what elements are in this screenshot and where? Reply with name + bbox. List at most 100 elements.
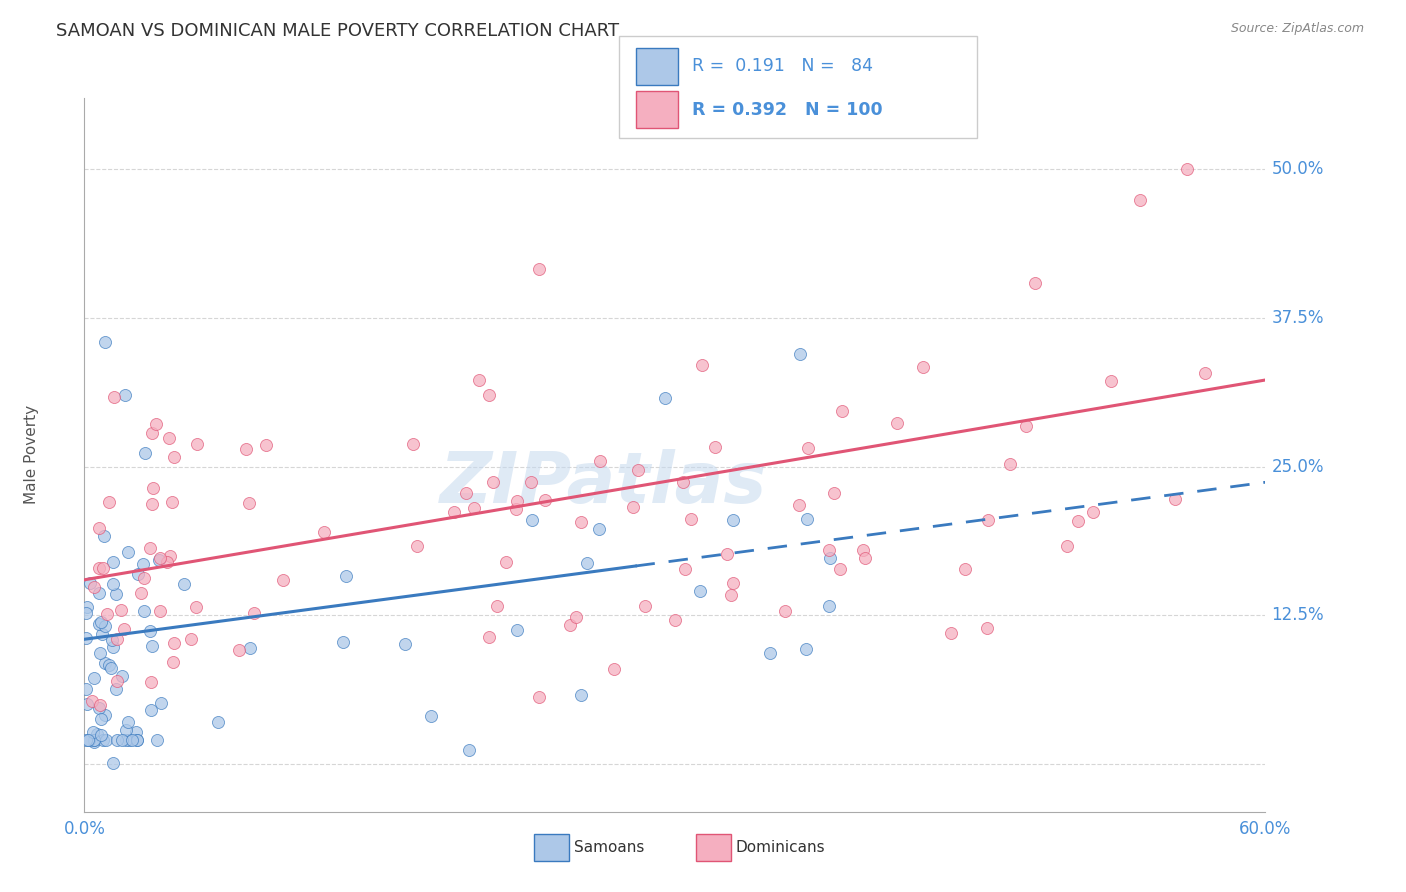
Point [495,556,517,570]
Point [90,729,112,743]
Point [723,513,745,527]
Point [141,639,163,653]
Text: 25.0%: 25.0% [1271,458,1324,475]
Point [186,436,208,450]
Point [110,603,132,617]
Point [96,607,118,621]
Text: R = 0.392   N = 100: R = 0.392 N = 100 [692,101,883,119]
Point [89,646,111,660]
Point [238,496,260,510]
Point [94,334,117,349]
Text: 37.5%: 37.5% [1271,310,1324,327]
Point [141,497,163,511]
Point [114,388,136,402]
Point [101,756,124,770]
Point [90,712,112,726]
Point [125,733,148,747]
Point [105,674,128,689]
Text: R =  0.191   N =   84: R = 0.191 N = 84 [692,57,873,76]
Point [254,437,277,451]
Point [132,571,155,585]
Point [75,733,97,747]
Point [94,656,117,670]
Point [976,513,998,527]
Point [94,618,117,632]
Point [103,555,125,569]
Point [477,388,499,402]
Point [184,599,207,614]
Point [1015,418,1038,433]
Point [243,606,266,620]
Point [402,437,425,451]
Point [76,599,98,614]
Point [139,541,162,556]
Point [77,733,100,747]
Point [156,556,179,570]
Text: Samoans: Samoans [574,840,644,855]
Point [463,500,485,515]
Point [588,522,610,536]
Point [129,585,152,599]
Text: Male Poverty: Male Poverty [24,405,39,505]
Point [420,709,443,723]
Point [83,671,105,685]
Point [1081,505,1104,519]
Text: 50.0%: 50.0% [1271,161,1323,178]
Point [332,635,354,649]
Point [560,618,582,632]
Point [911,360,934,375]
Point [180,632,202,647]
Point [83,733,105,747]
Point [533,493,555,508]
Point [149,605,172,619]
Point [145,417,167,431]
Point [831,404,853,418]
Point [721,576,744,591]
Point [118,733,141,747]
Point [468,373,491,387]
Point [458,743,481,757]
Point [149,696,172,710]
Point [998,457,1021,471]
Point [529,262,551,277]
Point [603,662,626,676]
Point [522,513,544,527]
Point [773,604,796,618]
Point [505,501,527,516]
Point [589,454,612,468]
Point [1129,194,1152,208]
Point [115,733,138,747]
Point [173,577,195,591]
Text: 12.5%: 12.5% [1271,607,1324,624]
Point [953,562,976,576]
Point [89,561,111,575]
Point [76,697,98,711]
Point [679,511,702,525]
Point [506,494,529,508]
Point [654,392,676,406]
Point [98,657,121,672]
Point [94,733,117,747]
Point [443,506,465,520]
Point [673,562,696,576]
Point [163,636,186,650]
Point [312,525,335,540]
Point [139,675,162,690]
Point [121,733,143,747]
Point [1194,366,1216,380]
Point [634,599,657,613]
Point [100,661,122,675]
Point [117,715,139,730]
Point [105,733,128,747]
Point [941,626,963,640]
Text: Source: ZipAtlas.com: Source: ZipAtlas.com [1230,22,1364,36]
Point [97,495,120,509]
Point [1056,539,1078,553]
Point [142,481,165,495]
Point [79,575,101,590]
Point [703,440,725,454]
Point [235,442,257,456]
Point [91,627,114,641]
Point [75,681,97,696]
Point [86,727,108,741]
